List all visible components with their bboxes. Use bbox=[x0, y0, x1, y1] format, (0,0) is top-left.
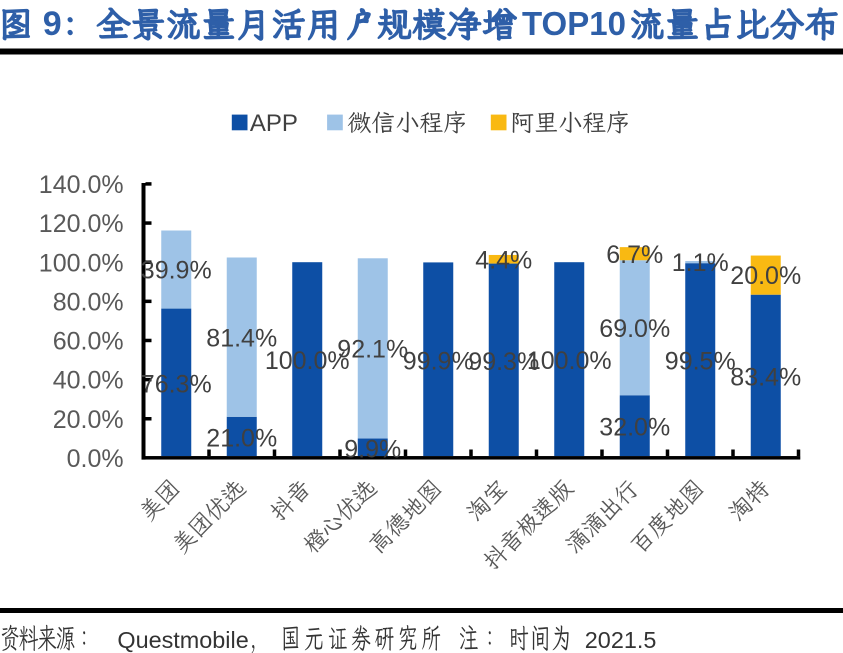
svg-text:Questmobile: Questmobile bbox=[117, 627, 248, 653]
svg-text:21.0%: 21.0% bbox=[206, 424, 277, 452]
svg-text:32.0%: 32.0% bbox=[599, 414, 670, 442]
svg-text:100.0%: 100.0% bbox=[39, 249, 124, 277]
svg-text:20.0%: 20.0% bbox=[730, 262, 801, 290]
svg-text:99.5%: 99.5% bbox=[665, 348, 736, 376]
svg-text:2021.5: 2021.5 bbox=[585, 627, 657, 653]
svg-text:76.3%: 76.3% bbox=[141, 370, 212, 398]
svg-text:4.4%: 4.4% bbox=[475, 246, 532, 274]
svg-text:60.0%: 60.0% bbox=[53, 328, 124, 356]
svg-text:120.0%: 120.0% bbox=[39, 210, 124, 238]
svg-text:6.7%: 6.7% bbox=[606, 241, 663, 269]
svg-text:81.4%: 81.4% bbox=[206, 324, 277, 352]
svg-text:9: 9 bbox=[43, 5, 62, 43]
svg-text:39.9%: 39.9% bbox=[141, 257, 212, 285]
svg-text:1.1%: 1.1% bbox=[672, 249, 729, 277]
svg-text:20.0%: 20.0% bbox=[53, 406, 124, 434]
svg-text:69.0%: 69.0% bbox=[599, 315, 670, 343]
svg-text:0.0%: 0.0% bbox=[67, 445, 124, 473]
svg-text:83.4%: 83.4% bbox=[730, 363, 801, 391]
svg-text:99.9%: 99.9% bbox=[403, 347, 474, 375]
svg-text:9.9%: 9.9% bbox=[344, 435, 401, 463]
svg-text:140.0%: 140.0% bbox=[39, 171, 124, 199]
svg-text:99.3%: 99.3% bbox=[468, 348, 539, 376]
svg-text:100.0%: 100.0% bbox=[265, 347, 350, 375]
svg-text:40.0%: 40.0% bbox=[53, 367, 124, 395]
svg-text:TOP10: TOP10 bbox=[522, 5, 626, 42]
svg-text:APP: APP bbox=[250, 110, 298, 137]
svg-text:80.0%: 80.0% bbox=[53, 288, 124, 316]
svg-text:92.1%: 92.1% bbox=[337, 336, 408, 364]
svg-text:100.0%: 100.0% bbox=[527, 347, 612, 375]
